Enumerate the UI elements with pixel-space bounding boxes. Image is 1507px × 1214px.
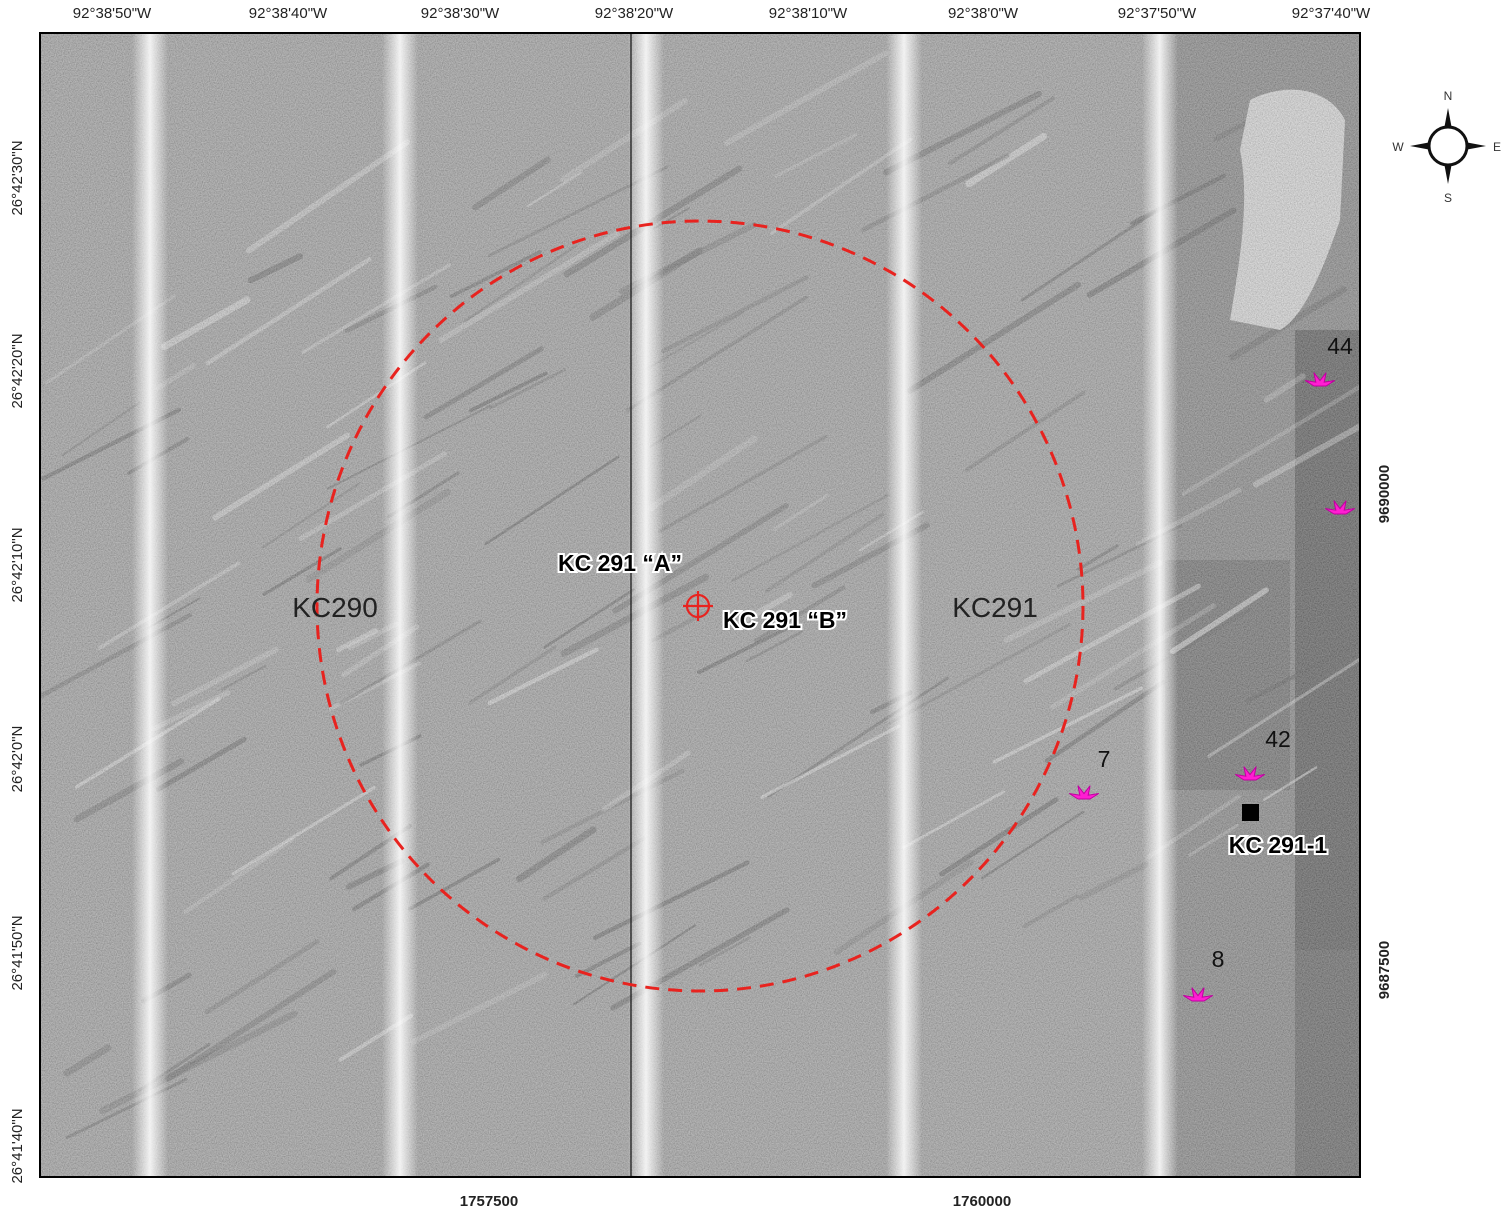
block-label: KC291 <box>952 592 1038 623</box>
site-label: KC 291-1 <box>1229 832 1328 858</box>
latitude-label: 26°42'0"N <box>9 726 26 793</box>
nadir-band <box>1142 33 1178 1177</box>
compass-rose <box>1410 108 1486 184</box>
compass-east: E <box>1493 140 1501 154</box>
site-label: KC 291 “A” <box>558 550 682 576</box>
longitude-label: 92°38'30"W <box>421 5 500 22</box>
nadir-band <box>628 33 664 1177</box>
compass-west: W <box>1392 140 1404 154</box>
longitude-label: 92°37'40"W <box>1292 5 1371 22</box>
latitude-label: 26°41'50"N <box>9 915 26 990</box>
latitude-label: 26°42'30"N <box>9 140 26 215</box>
longitude-label: 92°38'20"W <box>595 5 674 22</box>
latitude-label: 26°42'10"N <box>9 527 26 602</box>
site-marker <box>1242 804 1259 821</box>
latitude-label: 26°42'20"N <box>9 333 26 408</box>
easting-label: 1757500 <box>460 1193 518 1210</box>
nadir-band <box>886 33 922 1177</box>
site-label: KC 291 “B” <box>723 607 847 633</box>
page: 92°38'50"W 92°38'40"W 92°38'30"W 92°38'2… <box>0 0 1507 1214</box>
nadir-band <box>132 33 168 1177</box>
compass-south: S <box>1444 191 1452 205</box>
longitude-label: 92°37'50"W <box>1118 5 1197 22</box>
northing-label: 9690000 <box>1376 465 1393 523</box>
longitude-label: 92°38'40"W <box>249 5 328 22</box>
feature-label: 42 <box>1265 726 1291 752</box>
longitude-label: 92°38'10"W <box>769 5 848 22</box>
sonar-mosaic <box>40 0 1431 1177</box>
latitude-label: 26°41'40"N <box>9 1108 26 1183</box>
easting-label: 1760000 <box>953 1193 1011 1210</box>
feature-label: 44 <box>1327 333 1353 359</box>
nadir-band <box>382 33 418 1177</box>
map: 92°38'50"W 92°38'40"W 92°38'30"W 92°38'2… <box>0 0 1507 1214</box>
feature-label: 8 <box>1212 946 1225 972</box>
feature-label: 7 <box>1098 746 1111 772</box>
block-label: KC290 <box>292 592 378 623</box>
compass-north: N <box>1444 89 1453 103</box>
longitude-label: 92°38'0"W <box>948 5 1019 22</box>
northing-label: 9687500 <box>1376 941 1393 999</box>
longitude-label: 92°38'50"W <box>73 5 152 22</box>
